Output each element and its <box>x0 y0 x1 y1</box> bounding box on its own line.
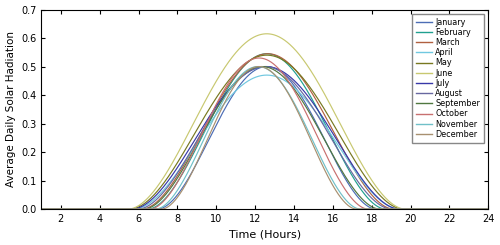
Y-axis label: Average Daily Solar Hadiation: Average Daily Solar Hadiation <box>6 31 16 187</box>
Legend: January, February, March, April, May, June, July, August, September, October, No: January, February, March, April, May, Ju… <box>412 13 484 143</box>
X-axis label: Time (Hours): Time (Hours) <box>228 230 301 239</box>
